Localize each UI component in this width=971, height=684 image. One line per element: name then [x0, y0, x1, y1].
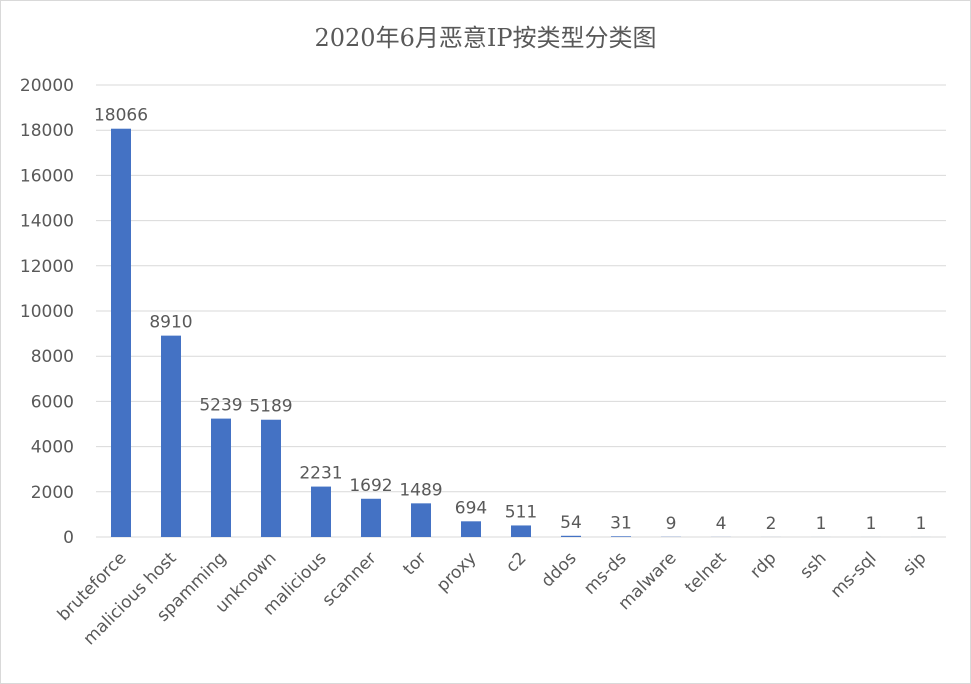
- y-tick-label: 8000: [31, 347, 74, 367]
- y-tick-label: 12000: [20, 257, 74, 277]
- bar-c2: [511, 525, 531, 537]
- data-label: 5189: [249, 397, 292, 417]
- data-label: 31: [610, 513, 632, 533]
- y-tick-label: 6000: [31, 392, 74, 412]
- data-label: 2231: [299, 464, 342, 484]
- data-label: 18066: [94, 106, 148, 126]
- bar-ms-ds: [611, 536, 631, 537]
- data-label: 2: [766, 514, 777, 534]
- data-label: 511: [505, 502, 537, 522]
- y-tick-label: 10000: [20, 302, 74, 322]
- x-tick-label: tor: [399, 548, 430, 579]
- x-tick-label: rdp: [746, 548, 780, 582]
- x-tick-label: c2: [502, 548, 530, 576]
- bar-malicious: [311, 486, 331, 537]
- data-label: 1: [816, 514, 827, 534]
- y-tick-label: 18000: [20, 121, 74, 141]
- y-tick-label: 4000: [31, 438, 74, 458]
- x-tick-label: sip: [899, 548, 930, 579]
- chart-title: 2020年6月恶意IP按类型分类图: [314, 24, 657, 52]
- data-label: 4: [716, 514, 727, 534]
- data-label: 1: [866, 514, 877, 534]
- y-tick-label: 0: [63, 528, 74, 548]
- bar-proxy: [461, 521, 481, 537]
- data-label: 54: [560, 513, 582, 533]
- bar-scanner: [361, 498, 381, 537]
- y-tick-label: 20000: [20, 76, 74, 96]
- bar-tor: [411, 503, 431, 537]
- y-tick-label: 2000: [31, 483, 74, 503]
- data-label: 1692: [349, 476, 392, 496]
- data-label: 1: [916, 514, 927, 534]
- x-tick-label: telnet: [681, 548, 731, 598]
- x-tick-label: proxy: [433, 548, 481, 596]
- bar-unknown: [261, 419, 281, 537]
- y-tick-label: 14000: [20, 212, 74, 232]
- x-tick-label: ms-sql: [827, 548, 881, 602]
- data-label: 9: [666, 514, 677, 534]
- x-tick-label: ddos: [538, 548, 581, 591]
- bar-ddos: [561, 535, 581, 537]
- data-label: 5239: [199, 396, 242, 416]
- x-tick-label: scanner: [319, 548, 381, 610]
- x-tick-label: ssh: [796, 548, 830, 582]
- data-label: 8910: [149, 313, 192, 333]
- y-tick-label: 16000: [20, 166, 74, 186]
- data-label: 694: [455, 498, 487, 518]
- bar-malicious-host: [161, 335, 181, 537]
- bar-spamming: [211, 418, 231, 537]
- bar-bruteforce: [111, 128, 131, 537]
- data-label: 1489: [399, 480, 442, 500]
